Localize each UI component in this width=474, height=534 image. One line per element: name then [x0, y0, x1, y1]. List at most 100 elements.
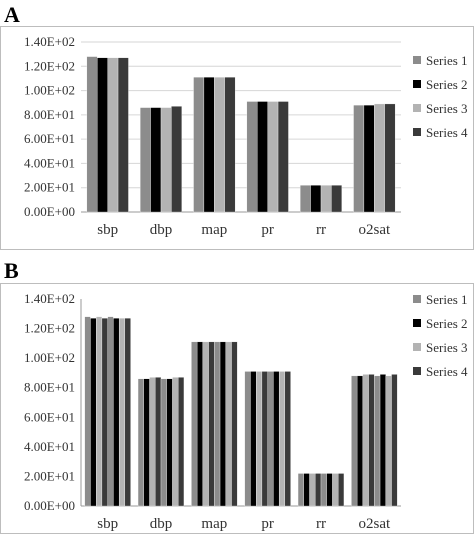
legend-entry: Series 4 — [426, 125, 468, 140]
bar — [362, 374, 369, 507]
bar — [374, 103, 385, 213]
bar — [124, 318, 131, 507]
panel-b-label: B — [4, 258, 19, 283]
y-tick-label: 0.00E+00 — [24, 204, 75, 219]
bar — [256, 371, 263, 507]
bar — [117, 57, 129, 213]
category-label: o2sat — [358, 222, 390, 238]
bar — [97, 57, 108, 213]
legend-swatch — [413, 80, 421, 88]
category-label: pr — [261, 222, 274, 238]
y-tick-label: 8.00E+01 — [24, 107, 75, 122]
bar — [214, 77, 225, 213]
bar — [315, 473, 322, 507]
bar — [196, 341, 204, 507]
bar — [384, 103, 396, 213]
y-tick-label: 0.00E+00 — [24, 498, 75, 513]
legend-swatch — [413, 56, 421, 64]
bar — [320, 185, 332, 213]
bar — [172, 377, 179, 507]
category-label: o2sat — [358, 516, 390, 532]
y-tick-label: 2.00E+01 — [24, 468, 75, 483]
category-label: pr — [261, 516, 274, 532]
chart-a: 0.00E+00 2.00E+01 4.00E+01 6.00E+01 8.00E+01… — [24, 34, 468, 238]
panel-a-label: A — [4, 2, 20, 27]
bar — [224, 77, 236, 213]
bar — [107, 57, 119, 213]
bar — [150, 107, 162, 213]
bar — [250, 371, 257, 507]
legend-swatch — [413, 104, 421, 112]
bar — [351, 375, 358, 507]
bar — [374, 375, 381, 507]
bar — [171, 106, 182, 213]
category-label: sbp — [97, 516, 118, 532]
category-label: map — [201, 222, 227, 238]
bar — [101, 318, 108, 507]
bar — [208, 341, 215, 507]
bar — [331, 185, 342, 213]
bar — [143, 378, 150, 507]
bar — [166, 378, 173, 507]
bar — [118, 318, 126, 507]
bar — [155, 377, 162, 507]
bar — [140, 107, 151, 213]
bar — [338, 473, 345, 507]
legend-entry: Series 2 — [426, 316, 468, 331]
category-label: rr — [316, 516, 326, 532]
bar — [86, 56, 98, 213]
legend-entry: Series 4 — [426, 364, 468, 379]
legend-entry: Series 1 — [426, 292, 468, 307]
bar — [368, 374, 375, 507]
y-tick-label: 8.00E+01 — [24, 380, 75, 395]
y-tick-label: 4.00E+01 — [24, 439, 75, 454]
legend-entry: Series 1 — [426, 53, 468, 68]
bar — [326, 473, 333, 507]
bar — [193, 77, 205, 213]
y-tick-label: 2.00E+01 — [24, 180, 75, 195]
legend-swatch — [413, 128, 421, 136]
legend-entry: Series 3 — [426, 340, 468, 355]
category-label: rr — [316, 222, 326, 238]
category-label: dbp — [150, 222, 173, 238]
bar — [309, 473, 316, 507]
bar — [273, 371, 280, 507]
legend-entry: Series 3 — [426, 101, 468, 116]
bar — [96, 316, 103, 507]
y-tick-label: 1.00E+02 — [24, 83, 75, 98]
bar — [225, 341, 232, 507]
chart-b: 0.00E+00 2.00E+01 4.00E+01 6.00E+01 8.00E+01… — [24, 291, 468, 532]
bar — [107, 316, 114, 507]
bar — [310, 185, 322, 213]
y-tick-label: 1.40E+02 — [24, 291, 75, 306]
bar — [284, 371, 291, 507]
bar — [214, 341, 221, 507]
bar — [391, 374, 398, 507]
bar — [84, 316, 91, 507]
bar — [160, 107, 172, 213]
bar — [320, 473, 327, 507]
y-tick-label: 6.00E+01 — [24, 131, 75, 146]
bar — [300, 185, 311, 213]
panel-b-frame: 0.00E+00 2.00E+01 4.00E+01 6.00E+01 8.00E+01… — [0, 283, 474, 534]
bar — [297, 473, 304, 507]
bar — [353, 104, 365, 213]
bar — [203, 77, 215, 213]
bar — [356, 375, 364, 507]
bar — [160, 378, 167, 507]
bar — [149, 377, 156, 507]
y-tick-label: 1.20E+02 — [24, 321, 75, 336]
bar — [267, 101, 279, 213]
category-label: dbp — [150, 516, 173, 532]
bar — [278, 371, 286, 507]
panel-a-frame: 0.00E+00 2.00E+01 4.00E+01 6.00E+01 8.00E+01… — [0, 26, 474, 250]
legend-swatch — [413, 295, 421, 303]
category-label: sbp — [97, 222, 118, 238]
bar — [246, 101, 258, 213]
bar — [363, 104, 375, 213]
category-label: map — [201, 516, 227, 532]
bar — [219, 341, 226, 507]
legend-swatch — [413, 367, 421, 375]
bar — [277, 101, 289, 213]
bar — [137, 378, 144, 507]
